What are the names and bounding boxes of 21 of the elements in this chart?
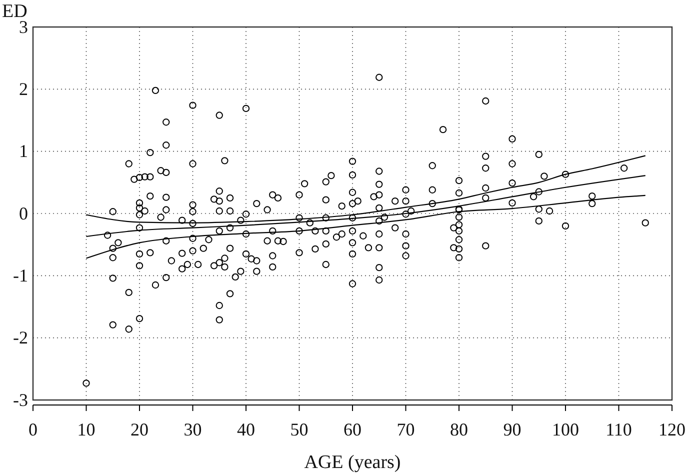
x-tick-label: 10 [77,420,96,440]
x-tick-label: 120 [658,420,686,440]
x-tick-label: 20 [130,420,148,440]
y-tick-label: 1 [19,141,28,162]
y-tick-label: -3 [13,390,28,410]
y-tick-label: 0 [19,203,28,224]
y-tick-label: -1 [13,265,28,286]
y-tick-label: 2 [19,78,28,99]
x-axis-title: AGE (years) [304,452,401,473]
x-tick-label: 50 [290,420,308,440]
line-series [86,194,646,259]
x-tick-label: 80 [450,420,468,440]
line-series [86,175,646,238]
x-tick-label: 100 [552,420,579,440]
x-tick-label: 70 [396,420,415,440]
x-tick-label: 30 [184,420,202,440]
x-tick-label: 90 [503,420,522,440]
x-tick-label: 110 [606,420,632,440]
x-tick-label: 60 [344,420,362,440]
x-tick-label: 40 [237,420,255,440]
y-tick-label: -2 [13,328,28,348]
